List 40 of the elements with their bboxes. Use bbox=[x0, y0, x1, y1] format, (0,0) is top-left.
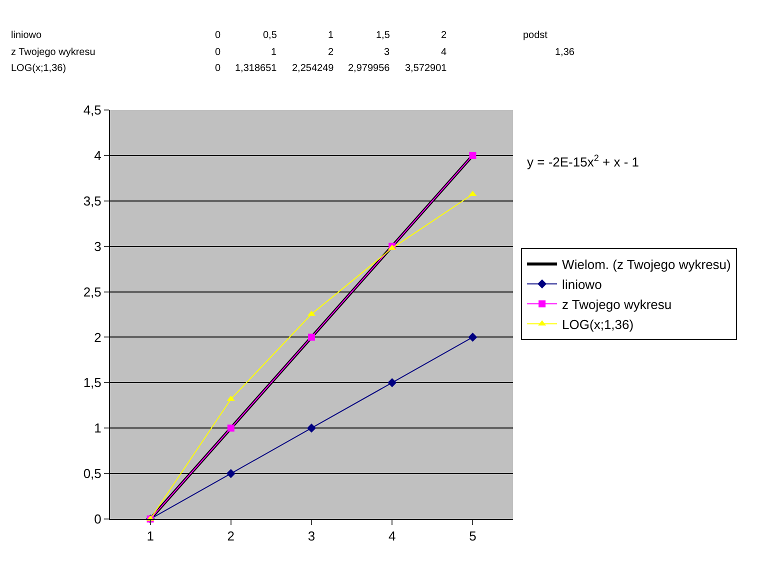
x-tick-label: 2 bbox=[227, 528, 235, 544]
y-tick-label: 0,5 bbox=[83, 466, 102, 482]
legend-label: liniowo bbox=[562, 276, 602, 292]
text: liniowo bbox=[11, 30, 42, 41]
text: 4 bbox=[441, 47, 447, 58]
text: 2,254249 bbox=[292, 63, 334, 74]
legend-label: z Twojego wykresu bbox=[562, 296, 672, 312]
text: podst bbox=[523, 30, 548, 41]
text: 3 bbox=[384, 47, 390, 58]
y-tick-label: 2 bbox=[94, 330, 102, 345]
y-tick-label: 4 bbox=[94, 148, 102, 163]
text: 0 bbox=[215, 47, 221, 58]
y-tick-label: 1,5 bbox=[83, 375, 102, 390]
text: 1 bbox=[328, 30, 334, 41]
y-tick-label: 0 bbox=[94, 512, 102, 527]
x-tick-label: 5 bbox=[469, 528, 476, 544]
text: 0,5 bbox=[263, 30, 278, 41]
text: 2,979956 bbox=[348, 63, 390, 74]
y-tick-label: 3,5 bbox=[83, 193, 102, 208]
text: 1,36 bbox=[555, 47, 575, 58]
legend-label: LOG(x;1,36) bbox=[562, 316, 634, 332]
text: 2 bbox=[328, 47, 334, 58]
text: 2 bbox=[441, 30, 447, 41]
text: 0 bbox=[215, 30, 221, 41]
y-tick-label: 2,5 bbox=[83, 284, 102, 300]
text: LOG(x;1,36) bbox=[11, 63, 66, 74]
y-tick-label: 1 bbox=[94, 420, 102, 436]
text: 3,572901 bbox=[405, 63, 448, 74]
text: 1,318651 bbox=[235, 63, 278, 74]
x-tick-label: 3 bbox=[308, 528, 316, 544]
legend-label: Wielom. (z Twojego wykresu) bbox=[562, 257, 731, 272]
text: y = -2E-15x$^{2}$ + x - 1 bbox=[527, 153, 640, 170]
text: 0 bbox=[215, 63, 221, 74]
x-tick-label: 1 bbox=[146, 528, 154, 544]
text: z Twojego wykresu bbox=[11, 47, 96, 58]
x-tick-label: 4 bbox=[388, 528, 396, 544]
y-tick-label: 3 bbox=[94, 238, 102, 254]
y-tick-label: 4,5 bbox=[83, 102, 102, 118]
text: 1,5 bbox=[376, 30, 390, 41]
text: 1 bbox=[271, 47, 277, 58]
